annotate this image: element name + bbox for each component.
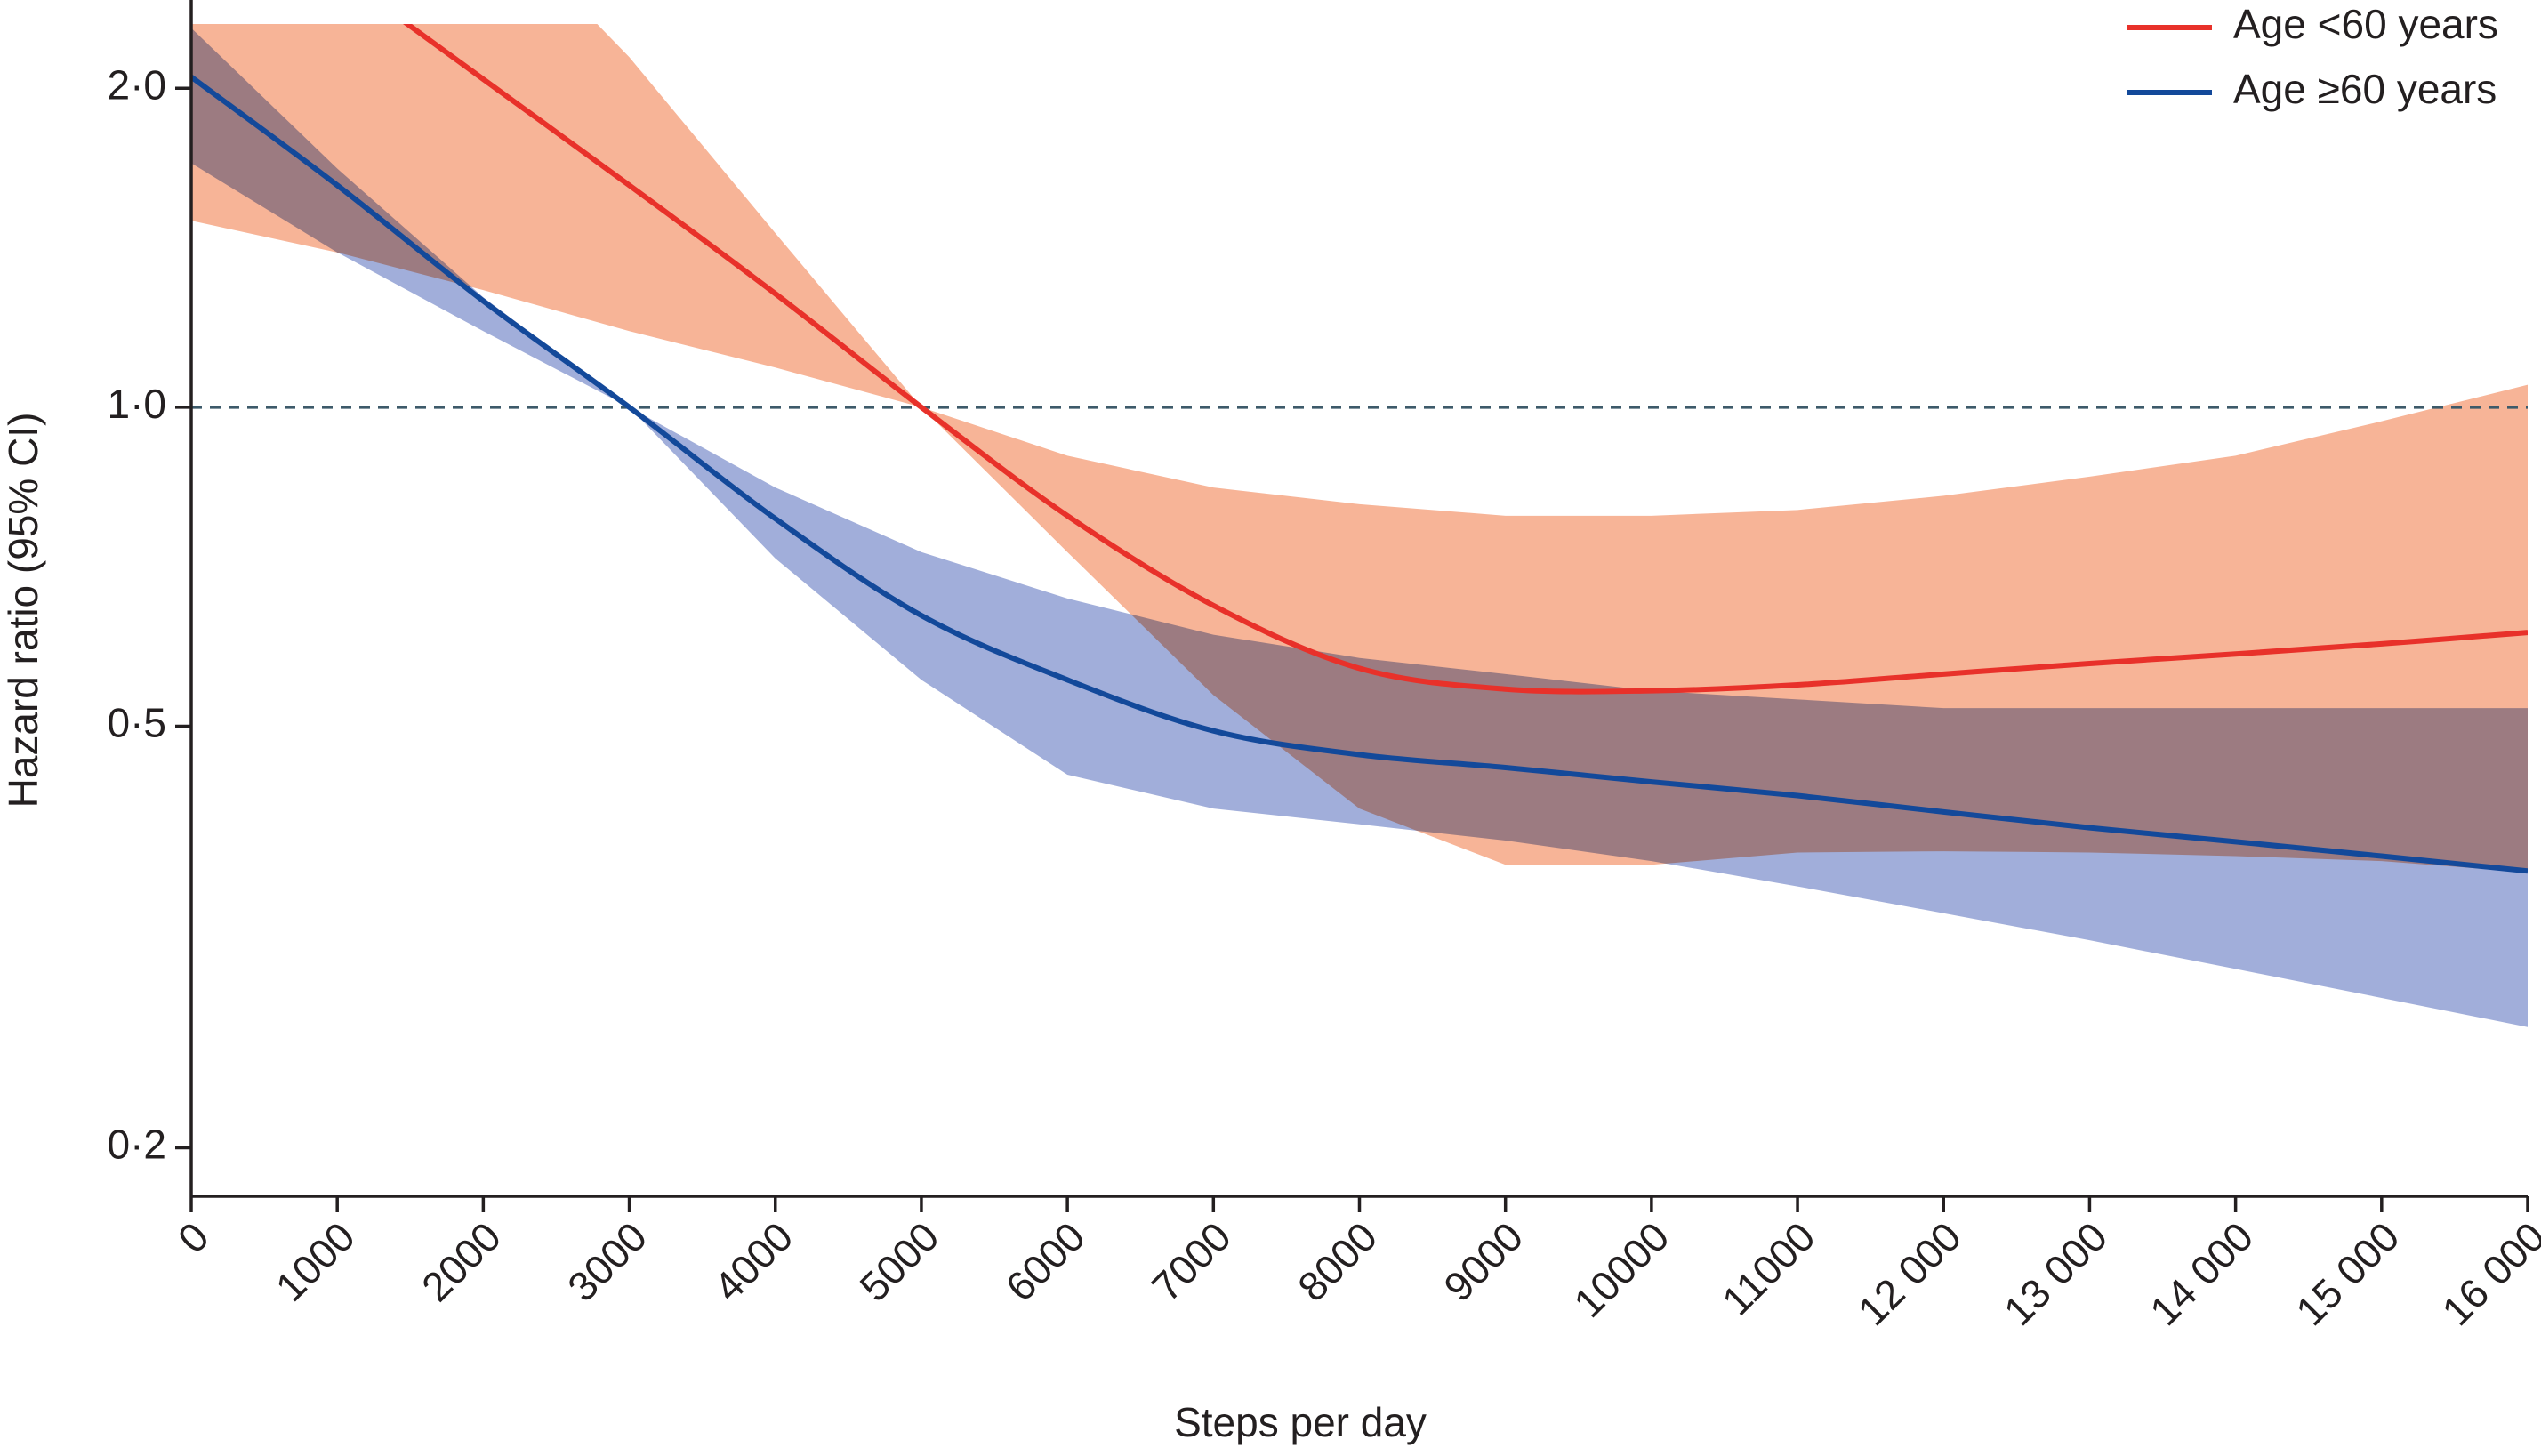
ci-band	[191, 24, 2528, 873]
plot-area	[191, 24, 2528, 1027]
x-tick-label: 9000	[1435, 1213, 1532, 1310]
x-tick-label: 3000	[559, 1213, 655, 1310]
x-tick-label: 15 000	[2287, 1213, 2408, 1334]
x-tick-label: 16 000	[2432, 1213, 2541, 1334]
x-tick-label: 7000	[1143, 1213, 1240, 1310]
line	[191, 75, 2528, 874]
x-tick-label: 1000	[267, 1213, 364, 1310]
legend-label: Age ≥60 years	[2233, 66, 2497, 112]
x-tick-label: 10000	[1564, 1213, 1677, 1326]
y-tick-label: 0·5	[108, 700, 166, 746]
legend-label: Age <60 years	[2233, 1, 2498, 47]
y-tick-label: 1·0	[108, 381, 166, 427]
x-axis-label: Steps per day	[1174, 1399, 1427, 1445]
ci-band	[191, 28, 2528, 1027]
y-tick-label: 0·2	[108, 1122, 166, 1168]
x-tick-label: 12 000	[1849, 1213, 1970, 1334]
y-tick-label: 2·0	[108, 61, 166, 108]
x-tick-label: 0	[169, 1213, 218, 1262]
y-axis-label: Hazard ratio (95% CI)	[0, 413, 46, 808]
x-tick-label: 5000	[850, 1213, 947, 1310]
x-tick-label: 11000	[1713, 1213, 1824, 1324]
x-tick-label: 6000	[997, 1213, 1094, 1310]
x-tick-label: 8000	[1289, 1213, 1386, 1310]
x-tick-label: 4000	[704, 1213, 801, 1310]
x-tick-label: 13 000	[1995, 1213, 2116, 1334]
x-tick-label: 2000	[413, 1213, 510, 1310]
line	[402, 24, 2528, 695]
x-tick-label: 14 000	[2141, 1213, 2262, 1334]
